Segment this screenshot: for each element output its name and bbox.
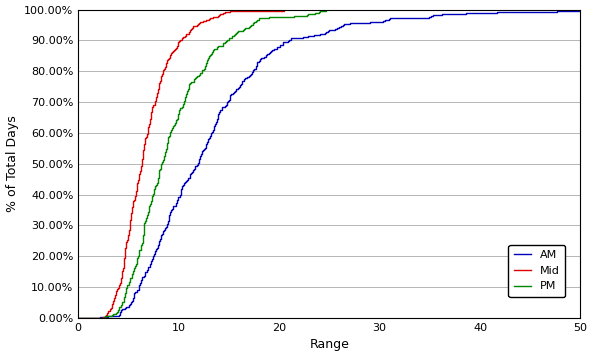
Mid — [280, 7, 288, 12]
Line: Mid: Mid — [78, 10, 284, 318]
AM — [219, 105, 226, 109]
Mid — [132, 191, 139, 196]
Line: PM: PM — [78, 10, 326, 318]
PM — [154, 181, 161, 186]
AM — [247, 73, 254, 77]
AM — [180, 181, 187, 186]
AM — [177, 191, 184, 196]
PM — [75, 316, 82, 320]
Mid — [158, 73, 165, 77]
Mid — [75, 316, 82, 320]
PM — [178, 105, 186, 109]
AM — [577, 7, 584, 12]
PM — [323, 7, 330, 12]
X-axis label: Range: Range — [310, 338, 349, 351]
Line: AM: AM — [78, 10, 581, 318]
Mid — [149, 105, 156, 109]
Mid — [186, 30, 193, 34]
PM — [149, 191, 157, 196]
AM — [75, 316, 82, 320]
PM — [205, 56, 212, 60]
Mid — [165, 56, 173, 60]
PM — [196, 73, 203, 77]
Y-axis label: % of Total Days: % of Total Days — [5, 115, 18, 212]
PM — [234, 30, 241, 34]
AM — [257, 56, 264, 60]
AM — [323, 30, 330, 34]
Mid — [134, 181, 141, 186]
Legend: AM, Mid, PM: AM, Mid, PM — [508, 245, 565, 297]
